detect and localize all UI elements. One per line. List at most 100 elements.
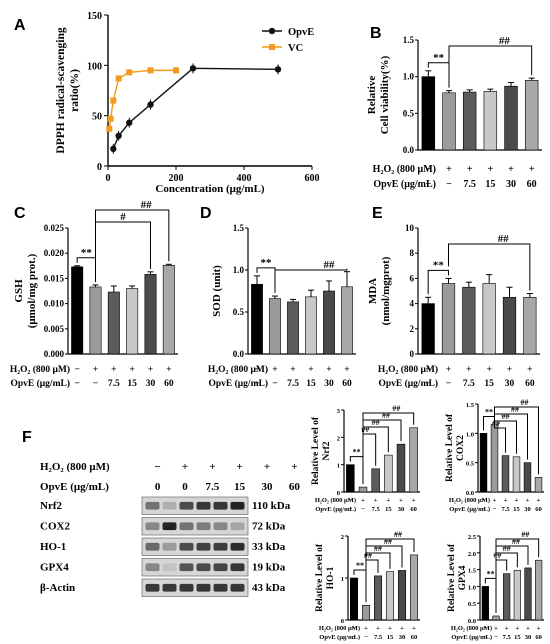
COX2-y-tick-label: 0.0 xyxy=(466,490,474,497)
D-bracket xyxy=(274,268,348,285)
C-opve-value: 15 xyxy=(127,379,137,389)
C-opve-value: 60 xyxy=(164,379,174,389)
GPX4-opve-value: 30 xyxy=(525,634,532,641)
E-y-tick-label: 2 xyxy=(410,324,415,334)
B-y-tick-label: 1.5 xyxy=(403,35,415,45)
wb-h2o2-label: H₂O₂ (800 μM) xyxy=(40,461,110,473)
Nrf2-h2o2-label: H₂O₂ (800 μM) xyxy=(315,497,356,504)
Nrf2-opve-value: − xyxy=(348,506,352,513)
panel-letter-e: E xyxy=(372,205,383,222)
B-bar xyxy=(442,92,456,151)
D-opve-label: OpvE (μg/mL) xyxy=(209,378,269,389)
wb-band xyxy=(196,522,211,531)
D-h2o2-label: H₂O₂ (800 μM) xyxy=(208,364,268,375)
GPX4-bracket xyxy=(495,538,540,604)
C-bracket xyxy=(95,209,170,273)
wb-band xyxy=(196,583,211,592)
C-h2o2-value: − xyxy=(74,365,79,375)
E-h2o2-value: − xyxy=(425,365,430,375)
Nrf2-h2o2-value: + xyxy=(386,497,390,504)
GPX4-h2o2-value: + xyxy=(537,625,541,632)
wb-membrane-strip xyxy=(141,517,249,536)
E-opve-value: − xyxy=(446,379,451,389)
B-y-axis-title: Cell viability(%) xyxy=(379,55,391,134)
C-sig-label: ## xyxy=(141,199,153,211)
HO-1-h2o2-value: + xyxy=(364,625,368,632)
GPX4-y-tick-label: 0.5 xyxy=(468,601,477,608)
COX2-bracket xyxy=(494,406,539,475)
COX2-y-tick-label: 0.5 xyxy=(466,461,475,468)
wb-band xyxy=(213,563,228,572)
B-bar xyxy=(483,91,498,151)
GPX4-sig-label: ## xyxy=(512,537,520,546)
Nrf2-sig-label: ## xyxy=(372,418,380,427)
C-opve-label: OpvE (μg/mL) xyxy=(11,378,71,389)
COX2-y-tick-label: 1.5 xyxy=(466,402,475,409)
C-y-tick-label: 0.000 xyxy=(44,349,65,359)
E-h2o2-label: H₂O₂ (800 μM) xyxy=(378,364,438,375)
B-bar xyxy=(462,91,477,151)
a-legend-marker xyxy=(269,44,275,50)
wb-opve-value: 0 xyxy=(155,481,161,493)
E-sig-label: ** xyxy=(433,259,445,271)
a-point xyxy=(126,69,133,76)
GPX4-y-tick-label: 1.0 xyxy=(468,584,476,591)
wb-opve-value: 60 xyxy=(289,481,301,493)
B-h2o2-value: + xyxy=(508,164,514,175)
panel-a-line-chart: 0 50 100 150 0 200 400 600 Concentration (μg/mL)… xyxy=(55,11,320,195)
Nrf2-y-tick-label: 3 xyxy=(337,408,341,415)
wb-opve-label: OpvE (μg/mL) xyxy=(40,481,109,493)
E-y-tick-label: 10 xyxy=(405,223,415,233)
C-opve-value: − xyxy=(74,379,79,389)
C-y-tick-label: 0.015 xyxy=(44,273,65,283)
a-legend-marker xyxy=(268,27,276,35)
GPX4-sig-label: ## xyxy=(503,544,511,553)
Nrf2-y-tick-label: 2 xyxy=(337,435,340,442)
Nrf2-y-axis-title: Nrf2 xyxy=(322,441,332,460)
wb-opve-value: 30 xyxy=(262,481,274,493)
Nrf2-h2o2-value: + xyxy=(374,497,378,504)
C-h2o2-value: + xyxy=(93,365,98,375)
wb-band xyxy=(213,501,228,510)
HO-1-h2o2-label: H₂O₂ (800 μM) xyxy=(319,625,360,632)
a-x-tick-label: 400 xyxy=(237,173,252,184)
COX2-h2o2-value: + xyxy=(515,497,519,504)
B-bar xyxy=(504,85,518,151)
a-point xyxy=(173,67,179,74)
B-bar xyxy=(524,80,539,151)
C-bar xyxy=(162,264,175,355)
HO-1-opve-value: 15 xyxy=(387,634,394,641)
COX2-sig-label: ## xyxy=(521,398,529,407)
D-h2o2-value: + xyxy=(344,365,349,375)
wb-membrane-strip xyxy=(141,578,249,597)
Nrf2-bar xyxy=(396,443,406,493)
a-y-axis-title: DPPH radical-scavenging xyxy=(55,27,67,153)
COX2-bar xyxy=(523,462,532,493)
Nrf2-bar xyxy=(358,486,368,493)
a-point xyxy=(147,67,154,74)
GPX4-opve-value: − xyxy=(483,634,487,641)
D-opve-value: − xyxy=(272,379,277,389)
GPX4-y-axis-title: Relative Level of xyxy=(447,543,457,612)
panel-f-gpx4-chart: 0.0 0.5 1.0 1.5 2.0 2.5 Relative Level of GPX4 *… xyxy=(447,530,544,641)
a-point xyxy=(106,125,113,132)
COX2-opve-value: − xyxy=(482,506,486,513)
GPX4-h2o2-value: + xyxy=(505,625,509,632)
COX2-bar xyxy=(479,433,488,493)
wb-band xyxy=(162,583,177,592)
COX2-bracket xyxy=(494,412,517,454)
HO-1-y-tick-label: 0 xyxy=(341,618,344,625)
HO-1-h2o2-value: + xyxy=(412,625,416,632)
COX2-h2o2-label: H₂O₂ (800 μM) xyxy=(449,497,490,504)
GPX4-bar xyxy=(492,615,500,621)
wb-band xyxy=(145,583,160,592)
E-y-tick-label: 6 xyxy=(410,273,415,283)
E-bar xyxy=(421,303,435,355)
C-bar xyxy=(107,291,120,355)
wb-band xyxy=(162,542,177,551)
COX2-h2o2-value: + xyxy=(504,497,508,504)
a-legend-label: OpvE xyxy=(288,27,314,38)
HO-1-bar xyxy=(349,577,359,621)
E-y-tick-label: 8 xyxy=(410,248,415,258)
C-h2o2-label: H₂O₂ (800 μM) xyxy=(10,364,70,375)
